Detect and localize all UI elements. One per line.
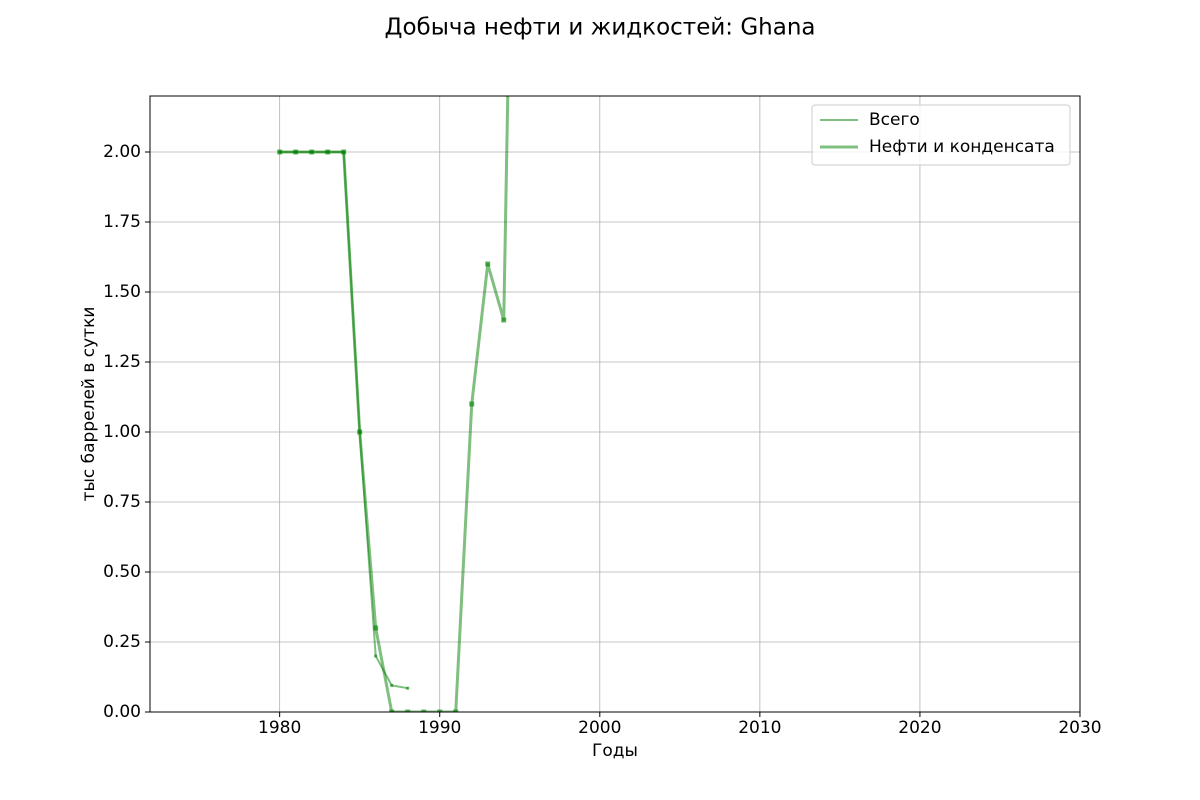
chart-title: Добыча нефти и жидкостей: Ghana — [384, 15, 815, 41]
point-marker — [341, 149, 347, 155]
x-tick-label: 2030 — [1058, 718, 1101, 738]
x-axis-label: Годы — [592, 741, 638, 761]
series-line — [279, 151, 408, 690]
x-tick-label: 1980 — [258, 718, 301, 738]
y-axis-label: тыс баррелей в сутки — [79, 307, 99, 502]
point-marker — [374, 654, 378, 658]
legend-box — [811, 104, 1071, 166]
x-tick-label: 2020 — [898, 718, 941, 738]
point-marker — [357, 429, 363, 435]
y-tick-label: 2.00 — [103, 142, 141, 162]
series-line — [279, 96, 510, 712]
plot-frame — [149, 95, 1081, 713]
point-marker — [389, 709, 395, 712]
y-tick-label: 0.75 — [103, 492, 141, 512]
point-marker — [469, 401, 475, 407]
legend-label: Нефти и конденсата — [869, 137, 1055, 157]
x-tick-label: 2010 — [738, 718, 781, 738]
point-marker — [309, 149, 315, 155]
legend-label: Всего — [869, 110, 920, 130]
point-marker — [485, 261, 491, 267]
point-marker — [277, 149, 283, 155]
point-marker — [405, 709, 411, 712]
y-tick-label: 0.25 — [103, 632, 141, 652]
x-tick-label: 2000 — [578, 718, 621, 738]
y-tick-label: 1.75 — [103, 212, 141, 232]
point-marker — [421, 709, 427, 712]
y-tick-label: 0.50 — [103, 562, 141, 582]
y-tick-label: 1.50 — [103, 282, 141, 302]
plot-area — [277, 96, 510, 712]
point-marker — [373, 625, 379, 631]
point-marker — [501, 317, 507, 323]
point-marker — [325, 149, 331, 155]
y-tick-label: 0.00 — [103, 702, 141, 722]
y-tick-label: 1.25 — [103, 352, 141, 372]
point-marker — [390, 683, 394, 687]
point-marker — [437, 709, 443, 712]
point-marker — [406, 686, 410, 690]
point-marker — [453, 709, 459, 712]
point-marker — [293, 149, 299, 155]
x-tick-label: 1990 — [418, 718, 461, 738]
y-tick-label: 1.00 — [103, 422, 141, 442]
